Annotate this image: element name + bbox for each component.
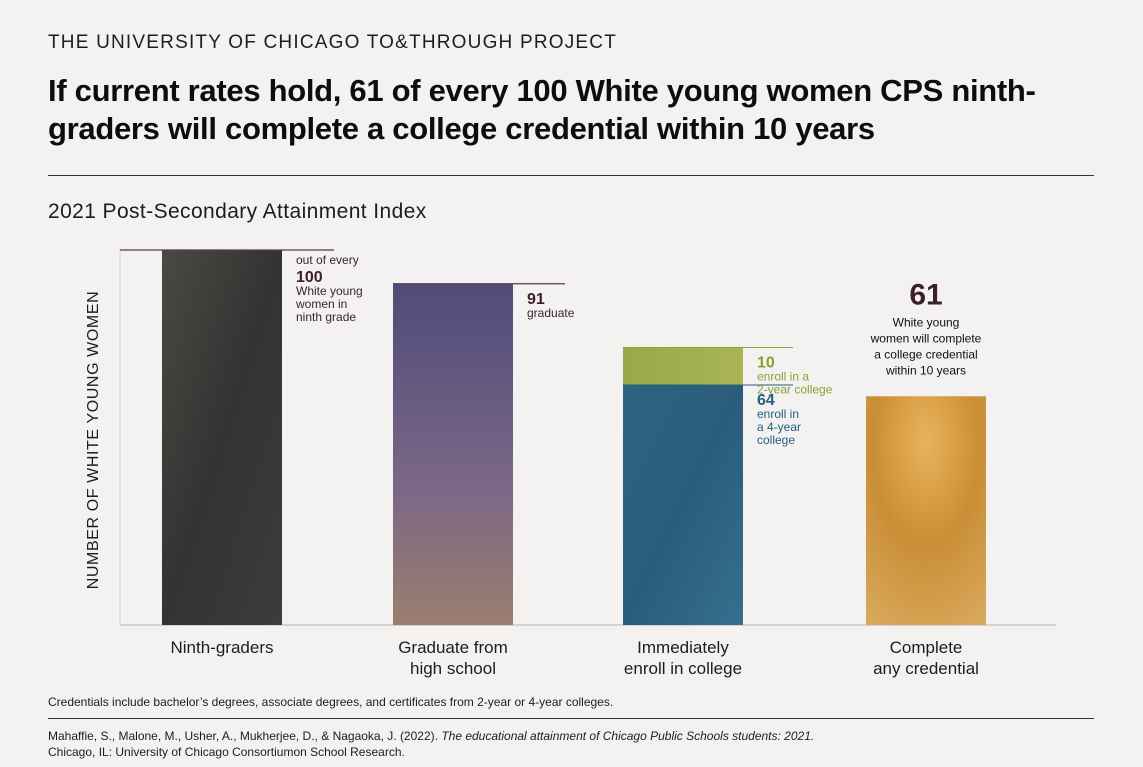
bar-1-label-line-2: ninth grade: [296, 310, 356, 324]
citation-title: The educational attainment of Chicago Pu…: [441, 729, 815, 743]
citation-publisher: Chicago, IL: University of Chicago Conso…: [48, 745, 405, 759]
bar-1-label-value: 100: [296, 269, 323, 286]
x-tick-label-2-line-0: Graduate from: [398, 638, 508, 657]
organization-name: THE UNIVERSITY OF CHICAGO TO&THROUGH PRO…: [48, 32, 618, 53]
bar-2-label-value: 91: [527, 291, 545, 308]
bar-3-segment-1-label-line-1: a 4-year: [757, 420, 801, 434]
bar-2: [393, 283, 513, 625]
bar-3-segment-1: [623, 385, 743, 625]
x-tick-label-3: Immediately enroll in college: [624, 638, 742, 678]
bar-4-label-line-0: White young: [893, 315, 960, 329]
bar-1-label-line-1: women in: [295, 297, 347, 311]
bar-1-label-pre-0: out of every: [296, 253, 359, 267]
bar-1-label-line-0: White young: [296, 284, 363, 298]
footer-divider: [48, 718, 1094, 719]
bar-4: [866, 396, 986, 625]
bar-3-segment-2-label-line-0: enroll in a: [757, 370, 809, 384]
x-tick-label-2-line-1: high school: [410, 659, 496, 678]
bar-3-segment-1-label-line-2: college: [757, 433, 795, 447]
x-tick-label-1-line-0: Ninth-graders: [171, 638, 274, 657]
x-tick-label-3-line-1: enroll in college: [624, 659, 742, 678]
headline-divider: [48, 175, 1094, 176]
x-tick-label-4: Complete any credential: [873, 638, 979, 678]
bar-2-label-line-0: graduate: [527, 306, 575, 320]
bar-3-segment-1-label-line-0: enroll in: [757, 407, 799, 421]
x-tick-label-3-line-0: Immediately: [637, 638, 729, 657]
bar-3-segment-2-label-line-1: 2-year college: [757, 383, 833, 397]
citation-authors: Mahaffie, S., Malone, M., Usher, A., Muk…: [48, 729, 438, 743]
chart-title: 2021 Post-Secondary Attainment Index: [48, 200, 427, 223]
footnote: Credentials include bachelor’s degrees, …: [48, 695, 614, 709]
bar-3-segment-1-label-value: 64: [757, 392, 775, 409]
bar-3-segment-2-label-value: 10: [757, 355, 775, 372]
bar-4-label-line-2: a college credential: [874, 347, 977, 361]
bar-4-label-line-3: within 10 years: [885, 363, 966, 377]
citation: Mahaffie, S., Malone, M., Usher, A., Muk…: [48, 728, 814, 760]
x-tick-label-4-line-0: Complete: [890, 638, 963, 657]
bar-4-label-line-1: women will complete: [870, 331, 982, 345]
bar-1: [162, 250, 282, 625]
bar-4-label: 61 White young women will complete a colleg…: [870, 278, 982, 377]
headline: If current rates hold, 61 of every 100 W…: [48, 73, 1036, 146]
x-tick-label-2: Graduate from high school: [398, 638, 508, 678]
bar-3-segment-2: [623, 347, 743, 385]
x-tick-label-1: Ninth-graders: [171, 638, 274, 657]
bar-4-label-value: 61: [909, 278, 942, 311]
x-tick-label-4-line-1: any credential: [873, 659, 979, 678]
